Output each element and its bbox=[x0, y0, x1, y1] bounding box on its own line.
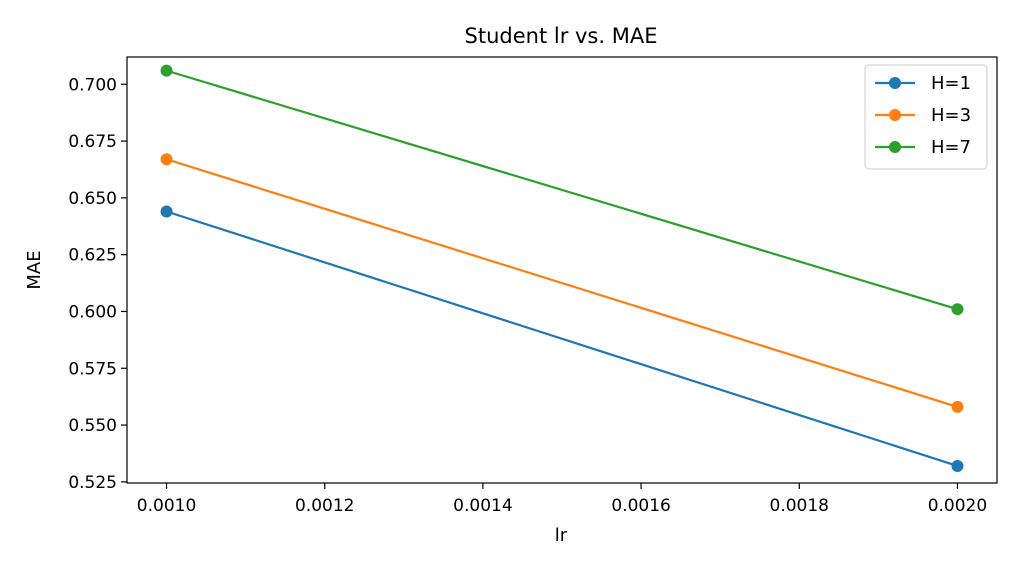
x-tick-label: 0.0016 bbox=[611, 496, 670, 516]
data-point bbox=[951, 459, 964, 472]
legend: H=1 H=3 H=7 bbox=[864, 64, 988, 170]
y-tick-label: 0.625 bbox=[68, 246, 117, 266]
x-tick-label: 0.0010 bbox=[137, 496, 196, 516]
legend-label: H=7 bbox=[931, 137, 971, 158]
x-tick-label: 0.0014 bbox=[453, 496, 512, 516]
data-point bbox=[160, 153, 173, 166]
series-line-h1 bbox=[166, 210, 958, 468]
series-layer bbox=[160, 64, 964, 472]
legend-label: H=3 bbox=[931, 105, 971, 126]
data-point bbox=[951, 303, 964, 316]
y-tick-label: 0.650 bbox=[68, 189, 117, 209]
data-point bbox=[160, 64, 173, 77]
y-tick-label: 0.600 bbox=[68, 302, 117, 322]
x-tick-label: 0.0012 bbox=[295, 496, 354, 516]
y-axis: 0.525 0.550 0.575 0.600 0.625 0.650 0.675 0.700 bbox=[68, 75, 127, 493]
plot-area bbox=[126, 56, 998, 484]
y-axis-label: MAE bbox=[24, 250, 45, 289]
series-line-h3 bbox=[166, 158, 958, 408]
y-tick-label: 0.700 bbox=[68, 75, 117, 95]
data-point bbox=[160, 205, 173, 218]
legend-label: H=1 bbox=[931, 73, 971, 94]
x-tick-label: 0.0020 bbox=[928, 496, 987, 516]
x-tick-label: 0.0018 bbox=[770, 496, 829, 516]
y-tick-label: 0.575 bbox=[68, 359, 117, 379]
series-line-h7 bbox=[166, 69, 958, 311]
legend-marker bbox=[889, 77, 901, 89]
y-tick-label: 0.525 bbox=[68, 473, 117, 493]
y-tick-label: 0.550 bbox=[68, 416, 117, 436]
chart-title: Student lr vs. MAE bbox=[465, 24, 658, 48]
x-axis: 0.0010 0.0012 0.0014 0.0016 0.0018 0.0020 bbox=[137, 483, 987, 516]
y-tick-label: 0.675 bbox=[68, 132, 117, 152]
x-axis-label: lr bbox=[555, 525, 568, 546]
data-point bbox=[951, 400, 964, 413]
legend-marker bbox=[889, 109, 901, 121]
legend-marker bbox=[889, 141, 901, 153]
